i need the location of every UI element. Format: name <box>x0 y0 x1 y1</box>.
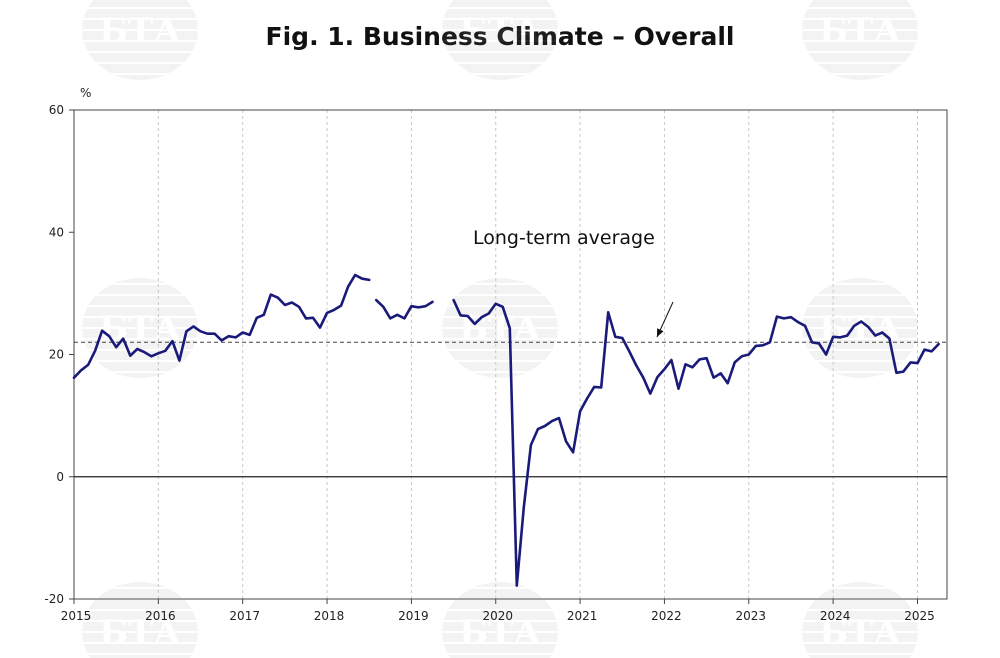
x-tick-label: 2017 <box>229 609 260 623</box>
watermark-logo: БТА <box>442 582 558 658</box>
watermark-logo: БТА <box>442 278 558 378</box>
x-tick-label: 2025 <box>904 609 935 623</box>
watermark-logo: БТА <box>82 582 198 658</box>
svg-text:БТА: БТА <box>459 309 541 349</box>
series-line <box>374 298 434 320</box>
chart-title: Fig. 1. Business Climate – Overall <box>265 22 735 51</box>
y-tick-label: 40 <box>49 225 64 239</box>
x-tick-label: 2016 <box>145 609 176 623</box>
x-axis: 2015 2016 2017 2018 2019 2020 2021 2022 2023 2024… <box>61 599 935 623</box>
series-group <box>72 273 940 587</box>
svg-text:БТА: БТА <box>459 11 541 51</box>
svg-text:БТА: БТА <box>99 11 181 51</box>
svg-text:БТА: БТА <box>99 613 181 653</box>
watermark-logo: БТА <box>802 582 918 658</box>
svg-text:БТА: БТА <box>459 613 541 653</box>
svg-text:БТА: БТА <box>819 613 901 653</box>
x-tick-label: 2019 <box>398 609 429 623</box>
svg-text:БТА: БТА <box>99 309 181 349</box>
series-line <box>72 273 371 379</box>
x-tick-label: 2024 <box>820 609 851 623</box>
annotation-arrowhead <box>657 328 664 337</box>
watermark-logo: БТА <box>802 278 918 378</box>
y-tick-label: -20 <box>44 592 64 606</box>
watermark-logo: БТА <box>802 0 918 80</box>
x-tick-label: 2020 <box>482 609 513 623</box>
y-tick-label: 20 <box>49 348 64 362</box>
y-tick-label: 0 <box>56 470 64 484</box>
watermark-logo: БТА <box>82 0 198 80</box>
series-line <box>452 298 940 587</box>
svg-text:БТА: БТА <box>819 11 901 51</box>
x-tick-label: 2018 <box>314 609 345 623</box>
y-axis: 60 40 20 0 -20 <box>44 103 74 606</box>
y-tick-label: 60 <box>49 103 64 117</box>
annotation-long-term-average: Long-term average <box>473 227 655 249</box>
y-axis-label: % <box>80 86 91 100</box>
watermark-group: БТА БТА БТА БТА БТА БТА БТА БТА БТА <box>82 0 918 658</box>
watermark-logo: БТА <box>442 0 558 80</box>
x-tick-label: 2022 <box>651 609 682 623</box>
watermark-logo: БТА <box>82 278 198 378</box>
x-tick-label: 2015 <box>61 609 92 623</box>
x-tick-label: 2023 <box>736 609 767 623</box>
x-tick-label: 2021 <box>567 609 598 623</box>
